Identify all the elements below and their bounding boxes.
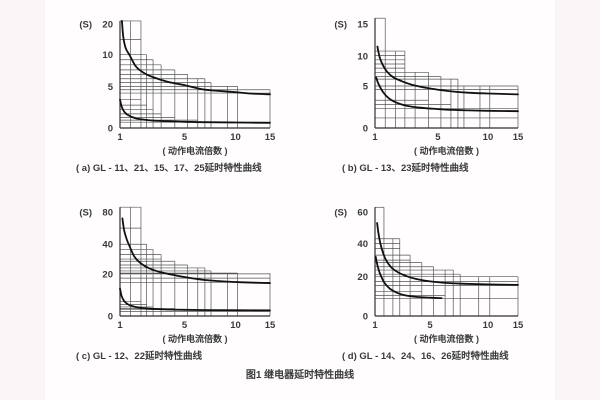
grid xyxy=(120,20,271,128)
chart-c-caption: ( c) GL - 12、22延时特性曲线 xyxy=(76,351,202,362)
y-tick-label: 10 xyxy=(357,52,368,63)
x-axis-label: ( 动作电流倍数 ) xyxy=(414,145,479,156)
y-tick-label: 80 xyxy=(102,208,113,219)
upper-limit-curve xyxy=(121,20,271,96)
grid xyxy=(120,206,271,316)
chart-c: 0 20 40 80 1 5 10 15 (S)( 动作电流倍数 ) ( c) GL - 12、… xyxy=(58,196,303,362)
x-tick-label: 5 xyxy=(435,132,441,143)
lower-limit-curve xyxy=(119,98,271,124)
x-axis-label: ( 动作电流倍数 ) xyxy=(414,333,479,344)
chart-d: 0 20 40 60 1 5 10 15 (S)( 动作电流倍数 ) ( d) GL - 14、… xyxy=(316,196,561,362)
upper-limit-curve xyxy=(376,45,519,96)
lower-limit-curve xyxy=(119,287,271,312)
axes xyxy=(119,207,270,317)
chart-a-caption: ( a) GL - 11、21、15、17、25延时特性曲线 xyxy=(76,163,262,174)
y-tick-label: 5 xyxy=(363,81,369,92)
axes xyxy=(374,18,518,129)
x-axis-label: ( 动作电流倍数 ) xyxy=(163,333,228,344)
y-tick-label: 20 xyxy=(102,269,113,280)
x-tick-label: 10 xyxy=(483,320,494,331)
x-tick-label: 10 xyxy=(230,320,241,331)
x-tick-label: 15 xyxy=(513,132,524,143)
x-tick-label: 5 xyxy=(182,320,188,331)
lower-limit-curve xyxy=(374,255,443,299)
page-margin-left xyxy=(0,0,45,400)
x-tick-label: 15 xyxy=(265,320,276,331)
y-tick-label: 10 xyxy=(102,50,113,61)
page-margin-right xyxy=(555,0,600,400)
x-tick-label: 10 xyxy=(230,132,241,143)
axes xyxy=(119,20,270,129)
y-tick-label: 40 xyxy=(357,239,368,250)
chart-a: 0 5 10 20 1 5 10 15 (S)( 动作电流倍数 ) ( a) GL - 11、2… xyxy=(58,8,303,175)
y-tick-label: 0 xyxy=(363,312,368,323)
upper-limit-curve xyxy=(376,222,519,286)
y-tick-label: 15 xyxy=(357,20,368,31)
upper-limit-curve xyxy=(121,217,271,284)
y-tick-label: 5 xyxy=(108,82,114,93)
x-tick-label: 5 xyxy=(427,320,433,331)
grid xyxy=(375,206,519,316)
y-unit-label: (S) xyxy=(334,208,347,219)
x-tick-label: 1 xyxy=(117,320,123,331)
y-tick-label: 20 xyxy=(102,20,113,31)
figure-title: 图1 继电器延时特性曲线 xyxy=(245,370,355,381)
x-axis-label: ( 动作电流倍数 ) xyxy=(163,145,228,156)
chart-b-caption: ( b) GL - 13、23延时特性曲线 xyxy=(342,163,469,174)
y-tick-label: 0 xyxy=(108,312,113,323)
y-tick-label: 60 xyxy=(357,208,368,219)
y-tick-label: 0 xyxy=(108,124,113,135)
chart-d-caption: ( d) GL - 14、24、16、26延时特性曲线 xyxy=(342,351,509,362)
x-tick-label: 5 xyxy=(182,132,188,143)
x-tick-label: 15 xyxy=(513,320,524,331)
chart-b: 0 5 10 15 1 5 10 15 (S)( 动作电流倍数 ) ( b) GL - 13、2… xyxy=(316,8,561,174)
axes xyxy=(374,207,518,317)
lower-limit-curve xyxy=(375,76,519,113)
y-tick-label: 20 xyxy=(357,272,368,283)
y-unit-label: (S) xyxy=(79,20,92,31)
y-tick-label: 0 xyxy=(363,124,368,135)
y-unit-label: (S) xyxy=(79,208,92,219)
x-tick-label: 1 xyxy=(372,132,378,143)
y-unit-label: (S) xyxy=(334,20,347,31)
x-tick-label: 15 xyxy=(265,132,276,143)
x-tick-label: 10 xyxy=(483,132,494,143)
x-tick-label: 1 xyxy=(372,320,378,331)
y-tick-label: 40 xyxy=(102,240,113,251)
x-tick-label: 1 xyxy=(117,132,123,143)
